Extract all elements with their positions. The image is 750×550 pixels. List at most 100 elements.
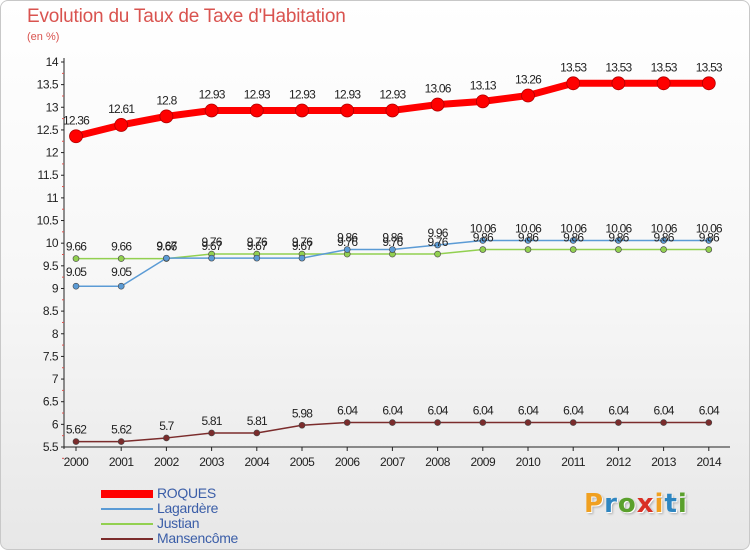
data-point [701,76,716,91]
x-tick-label: 2011 [561,455,586,469]
x-tick-label: 2013 [651,455,677,469]
data-point [208,254,215,262]
data-point [615,246,622,253]
data-point [253,429,261,437]
legend-item: Mansencôme [101,530,301,546]
logo-letter: P [584,489,605,519]
data-point [569,419,577,426]
y-tick-label: 8.5 [43,304,59,318]
x-tick-label: 2006 [335,455,361,469]
data-label: 9.76 [382,235,403,249]
y-tick-label: 12 [46,146,59,160]
data-point [660,419,667,426]
y-tick-label: 9 [52,281,59,295]
data-label: 6.04 [563,404,584,418]
data-point [298,254,306,262]
x-tick-label: 2002 [154,455,180,469]
data-label: 9.67 [156,239,177,253]
data-label: 6.04 [518,404,539,418]
data-point [479,237,487,244]
data-label: 12.61 [108,102,135,116]
legend-label: ROQUES [157,485,216,501]
data-label: 5.81 [247,414,268,428]
data-label: 9.76 [202,235,223,249]
data-point [72,255,80,262]
data-label: 9.76 [292,235,313,249]
data-point [434,419,441,426]
data-point [524,419,532,426]
data-point [249,103,264,118]
chart-axes: 5.5 6 6.5 7 7.5 8 8.5 9 9.5 10 10.5 11 11.5 12 12.5 13 1… [37,55,730,469]
chart-series [69,76,716,445]
data-label: 13.06 [425,82,452,96]
y-tick-label: 5.5 [43,440,59,454]
logo-letter: o [617,489,637,519]
logo-letter: t [664,489,678,519]
data-point [114,118,129,132]
logo-letter: r [604,489,618,519]
data-label: 13.13 [470,78,497,92]
y-tick-label: 14 [46,55,59,69]
y-tick-label: 11 [47,191,59,205]
data-label: 9.76 [337,235,358,249]
data-label: 9.86 [382,231,403,245]
data-label: 13.53 [560,60,587,74]
x-tick-label: 2008 [425,455,451,469]
data-label: 9.66 [66,240,87,254]
data-label: 9.86 [518,231,539,245]
legend-swatch [101,523,153,525]
data-label: 6.04 [473,404,494,418]
data-label: 13.53 [605,60,632,74]
data-point [566,76,581,91]
y-tick-label: 11.5 [38,168,59,182]
data-point [705,237,713,244]
y-tick-label: 7 [52,372,59,386]
y-tick-label: 8 [52,327,59,341]
data-label: 12.93 [199,87,226,101]
data-label: 5.98 [292,406,313,420]
data-point [475,94,490,109]
x-tick-label: 2014 [696,455,722,469]
data-point [569,246,577,253]
data-point [340,103,355,118]
data-point [615,237,622,244]
data-point [660,237,667,244]
data-point [204,103,219,118]
data-point [253,254,261,262]
y-tick-label: 6.5 [43,395,59,409]
data-label: 9.86 [699,231,720,245]
data-point [479,246,487,253]
data-label: 6.04 [337,404,358,418]
data-label: 10.06 [560,221,587,235]
proxiti-logo: Proxiti [584,489,688,519]
y-tick-label: 7.5 [43,349,59,363]
data-point [72,282,80,290]
x-tick-label: 2010 [516,455,542,469]
data-label: 12.36 [63,113,90,127]
data-label: 9.86 [473,231,494,245]
data-point [69,129,83,144]
data-label: 12.93 [289,87,316,101]
data-point [660,246,667,253]
data-point [434,241,441,249]
data-point [430,97,445,112]
data-label: 10.06 [515,221,542,235]
y-tick-label: 13.5 [37,78,59,92]
chart-data-labels: 12.36 12.61 12.8 12.93 12.93 12.93 12.93 12.93 1… [63,60,724,437]
data-point [705,246,713,253]
legend-swatch [101,508,153,510]
data-label: 6.04 [608,404,629,418]
data-point [117,438,125,445]
data-point [343,246,351,253]
legend: ROQUES Lagardère Justian Mansencôme [101,485,301,546]
data-label: 9.67 [292,239,313,253]
data-label: 5.62 [66,423,87,437]
data-label: 9.86 [654,231,675,245]
data-label: 6.04 [382,404,403,418]
data-point [389,419,396,426]
x-tick-label: 2001 [109,455,135,469]
y-tick-label: 9.5 [43,259,59,273]
data-label: 9.76 [428,235,449,249]
y-unit-label: (en %) [27,31,60,43]
